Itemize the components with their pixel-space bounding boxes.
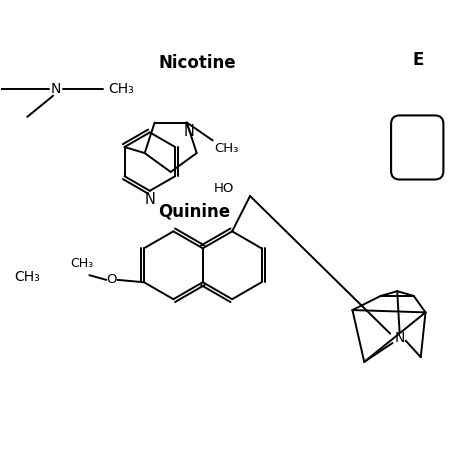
Text: Quinine: Quinine — [158, 202, 231, 220]
Text: CH₃: CH₃ — [14, 270, 40, 284]
Text: N: N — [394, 331, 405, 346]
Text: N: N — [50, 82, 61, 96]
Text: N: N — [145, 192, 155, 207]
Text: Nicotine: Nicotine — [158, 54, 236, 72]
Text: CH₃: CH₃ — [71, 257, 94, 270]
Text: CH₃: CH₃ — [215, 142, 239, 155]
Text: CH₃: CH₃ — [109, 82, 135, 96]
Text: E: E — [413, 51, 424, 69]
Text: O: O — [107, 273, 117, 286]
Text: HO: HO — [214, 182, 234, 195]
Text: N: N — [184, 124, 194, 138]
